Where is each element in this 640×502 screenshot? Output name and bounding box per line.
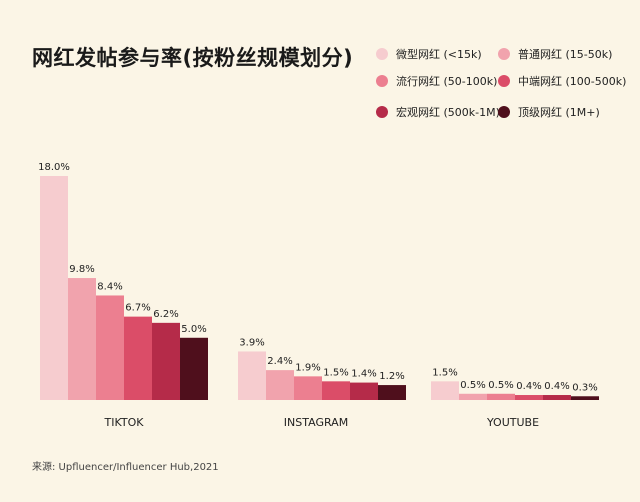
legend-swatch-micro: [376, 48, 388, 60]
legend-label-mega: 顶级网红 (1M+): [518, 106, 600, 119]
bar-youtube-mid: [515, 395, 543, 400]
legend-swatch-mid: [498, 75, 510, 87]
bar-instagram-regular: [266, 370, 294, 400]
bar-tiktok-popular: [96, 295, 124, 400]
bar-youtube-mega: [571, 396, 599, 400]
bar-instagram-macro: [350, 382, 378, 400]
legend-label-macro: 宏观网红 (500k-1M): [396, 106, 500, 119]
value-label-youtube-regular: 0.5%: [460, 380, 485, 391]
value-label-tiktok-macro: 6.2%: [153, 309, 178, 320]
bar-instagram-micro: [238, 351, 266, 400]
category-label-tiktok: TIKTOK: [104, 416, 145, 429]
legend-item-macro: 宏观网红 (500k-1M): [376, 104, 500, 120]
value-label-tiktok-micro: 18.0%: [38, 162, 70, 173]
value-label-instagram-macro: 1.4%: [351, 369, 376, 380]
value-label-youtube-popular: 0.5%: [488, 380, 513, 391]
chart-title: 网红发帖参与率(按粉丝规模划分): [32, 46, 354, 70]
value-label-instagram-mid: 1.5%: [323, 367, 348, 378]
bar-tiktok-regular: [68, 278, 96, 400]
legend-swatch-macro: [376, 106, 388, 118]
legend-label-popular: 流行网红 (50-100k): [396, 75, 498, 88]
value-label-tiktok-mid: 6.7%: [125, 303, 150, 314]
legend-swatch-regular: [498, 48, 510, 60]
value-label-tiktok-mega: 5.0%: [181, 324, 206, 335]
bar-tiktok-mid: [124, 316, 152, 400]
legend-item-mid: 中端网红 (100-500k): [498, 73, 626, 89]
bar-youtube-regular: [459, 393, 487, 400]
value-label-instagram-popular: 1.9%: [295, 362, 320, 373]
category-label-instagram: INSTAGRAM: [284, 416, 348, 429]
legend-label-micro: 微型网红 (<15k): [396, 48, 482, 61]
bar-instagram-mega: [378, 385, 406, 400]
value-label-instagram-mega: 1.2%: [379, 371, 404, 382]
legend-item-regular: 普通网红 (15-50k): [498, 46, 612, 62]
category-label-youtube: YOUTUBE: [486, 416, 539, 429]
value-label-tiktok-regular: 9.8%: [69, 264, 94, 275]
legend-item-popular: 流行网红 (50-100k): [376, 73, 497, 89]
legend-swatch-mega: [498, 106, 510, 118]
value-label-youtube-mega: 0.3%: [572, 382, 597, 393]
bar-youtube-micro: [431, 381, 459, 400]
value-label-tiktok-popular: 8.4%: [97, 281, 122, 292]
bar-instagram-popular: [294, 376, 322, 400]
value-label-instagram-micro: 3.9%: [239, 337, 264, 348]
value-label-instagram-regular: 2.4%: [267, 356, 292, 367]
value-label-youtube-macro: 0.4%: [544, 381, 569, 392]
bar-youtube-popular: [487, 393, 515, 400]
bar-youtube-macro: [543, 395, 571, 400]
source-note: 来源: Upfluencer/Influencer Hub,2021: [32, 462, 219, 473]
legend-item-micro: 微型网红 (<15k): [376, 46, 482, 62]
value-label-youtube-mid: 0.4%: [516, 381, 541, 392]
legend-label-regular: 普通网红 (15-50k): [518, 48, 613, 61]
bar-tiktok-mega: [180, 337, 208, 400]
value-label-youtube-micro: 1.5%: [432, 367, 457, 378]
legend-swatch-popular: [376, 75, 388, 87]
legend-item-mega: 顶级网红 (1M+): [498, 104, 600, 120]
bar-instagram-mid: [322, 381, 350, 400]
legend-label-mid: 中端网红 (100-500k): [518, 75, 627, 88]
bar-tiktok-macro: [152, 322, 180, 400]
bar-tiktok-micro: [40, 176, 68, 400]
